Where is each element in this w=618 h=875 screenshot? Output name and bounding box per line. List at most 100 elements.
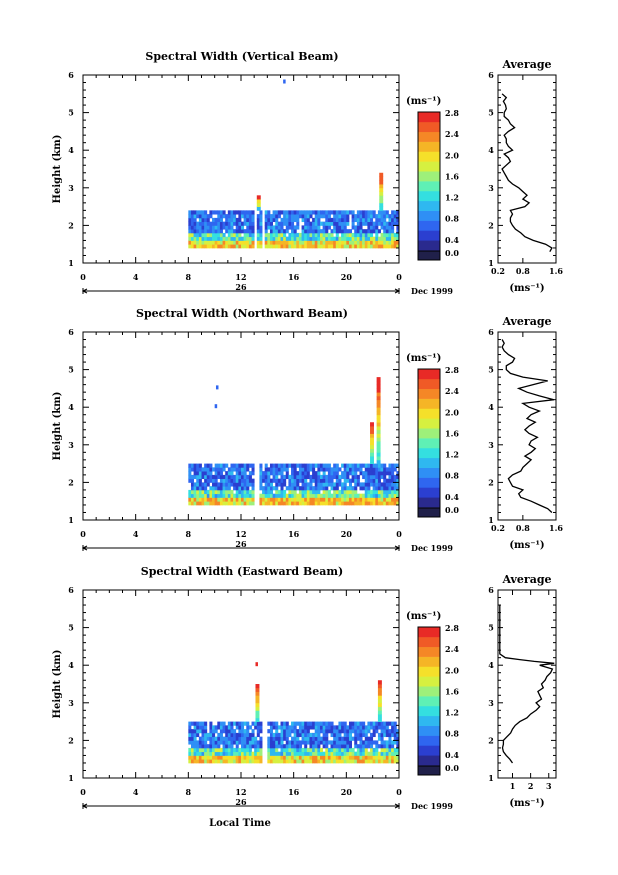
- heatmap-cell: [291, 482, 295, 487]
- heatmap-cell: [267, 736, 271, 741]
- heatmap-cell: [269, 751, 273, 756]
- heatmap-cell: [251, 755, 255, 760]
- heatmap-cell: [267, 217, 271, 223]
- heatmap-cell: [230, 489, 234, 495]
- heatmap-cell: [312, 486, 316, 491]
- heatmap-cell: [230, 225, 234, 230]
- heatmap-cell: [309, 478, 313, 483]
- heatmap-cell: [233, 493, 237, 498]
- heatmap-cell: [193, 725, 197, 730]
- heatmap-cell: [380, 744, 384, 749]
- heatmap-cell: [327, 493, 331, 498]
- heatmap-cell: [235, 755, 239, 760]
- heatmap-cell: [322, 225, 326, 230]
- heatmap-cell: [219, 751, 223, 756]
- heatmap-cell: [309, 751, 313, 756]
- heatmap-cell: [380, 214, 384, 219]
- heatmap-spike-cell: [376, 448, 381, 453]
- heatmap-cell: [264, 236, 268, 241]
- heatmap-cell: [312, 471, 316, 476]
- colorbar-units: (ms⁻¹): [406, 611, 441, 622]
- heatmap-cell: [217, 471, 221, 476]
- heatmap-cell: [354, 729, 358, 734]
- heatmap-spike-cell: [379, 206, 384, 211]
- heatmap-cell: [291, 236, 295, 241]
- colorbar-swatch: [418, 686, 440, 697]
- heatmap-cell: [322, 489, 326, 495]
- heatmap-cell: [227, 225, 231, 230]
- heatmap-cell: [196, 467, 200, 472]
- heatmap-cell: [304, 755, 308, 760]
- heatmap-cell: [256, 759, 260, 764]
- heatmap-cell: [285, 740, 289, 745]
- heatmap-cell: [327, 751, 331, 756]
- heatmap-cell: [375, 729, 379, 734]
- heatmap-cell: [235, 740, 239, 745]
- heatmap-cell: [204, 501, 208, 506]
- heatmap-cell: [306, 467, 310, 472]
- heatmap-cell: [214, 740, 218, 745]
- heatmap-cell: [348, 486, 352, 491]
- heatmap-cell: [301, 240, 305, 245]
- heatmap-cell: [269, 729, 273, 734]
- heatmap-cell: [367, 229, 371, 234]
- average-y-tick-label: 3: [488, 183, 494, 193]
- heatmap-cell: [383, 482, 387, 487]
- average-y-tick-label: 3: [488, 440, 494, 450]
- heatmap-cell: [351, 225, 355, 230]
- heatmap-cell: [272, 244, 276, 249]
- heatmap-cell: [198, 736, 202, 741]
- average-y-tick-label: 6: [488, 70, 494, 80]
- heatmap-cell: [301, 482, 305, 487]
- heatmap-cell: [341, 493, 345, 498]
- heatmap-cell: [385, 732, 389, 738]
- heatmap-cell: [204, 240, 208, 245]
- heatmap-cell: [348, 497, 352, 502]
- heatmap-cell: [209, 736, 213, 741]
- heatmap-cell: [356, 221, 360, 226]
- heatmap-cell: [391, 732, 395, 738]
- heatmap-cell: [264, 217, 268, 223]
- heatmap-cell: [233, 751, 237, 756]
- heatmap-cell: [283, 478, 287, 483]
- heatmap-cell: [293, 740, 297, 745]
- heatmap-cell: [198, 210, 202, 215]
- heatmap-cell: [285, 463, 289, 468]
- heatmap-cell: [217, 486, 221, 491]
- heatmap-cell: [241, 732, 245, 738]
- heatmap-cell: [201, 214, 205, 219]
- colorbar-tick-label: 0.0: [445, 505, 459, 515]
- heatmap-cell: [204, 732, 208, 738]
- heatmap-cell: [341, 482, 345, 487]
- heatmap-cell: [288, 478, 292, 483]
- heatmap-cell: [362, 501, 366, 506]
- heatmap-cell: [372, 229, 376, 234]
- heatmap-cell: [372, 210, 376, 215]
- heatmap-cell: [320, 729, 324, 734]
- heatmap-cell: [304, 240, 308, 245]
- heatmap-cell: [193, 236, 197, 241]
- heatmap-spike-cell: [376, 380, 381, 386]
- heatmap-cell: [351, 236, 355, 241]
- heatmap-cell: [214, 210, 218, 215]
- colorbar-tick-label: 1.6: [445, 171, 459, 181]
- heatmap-cell: [306, 482, 310, 487]
- heatmap-cell: [196, 729, 200, 734]
- heatmap-cell: [219, 467, 223, 472]
- heatmap-cell: [330, 493, 334, 498]
- heatmap-cell: [264, 229, 268, 234]
- colorbar-swatch: [418, 398, 440, 409]
- colorbar-swatch: [418, 408, 440, 419]
- heatmap-cell: [285, 225, 289, 230]
- heatmap-cell: [285, 467, 289, 472]
- heatmap-cell: [335, 493, 339, 498]
- colorbar-swatch: [418, 369, 440, 380]
- heatmap-cell: [383, 225, 387, 230]
- heatmap-cell: [383, 217, 387, 223]
- heatmap-cell: [272, 486, 276, 491]
- heatmap-cell: [385, 225, 389, 230]
- heatmap-cell: [322, 493, 326, 498]
- heatmap-cell: [301, 232, 305, 238]
